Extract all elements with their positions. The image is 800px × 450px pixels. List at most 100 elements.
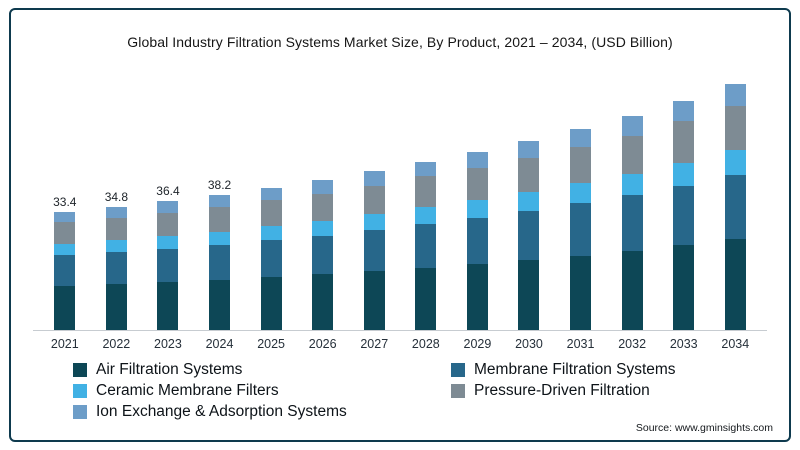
bar-segment-membrane-filtration-systems	[105, 252, 127, 285]
bar-segment-pressure-driven-filtration	[157, 212, 179, 236]
bar-stack-2033	[673, 100, 695, 330]
bar-segment-ion-exchange-adsorption-systems	[54, 211, 76, 223]
bar-segment-ceramic-membrane-filters	[363, 214, 385, 231]
bar-segment-pressure-driven-filtration	[724, 105, 746, 151]
bar-segment-ceramic-membrane-filters	[260, 225, 282, 241]
bar-2023: 36.4	[142, 66, 194, 330]
x-tick-2030: 2030	[515, 337, 543, 351]
bar-segment-ion-exchange-adsorption-systems	[105, 206, 127, 218]
bar-segment-membrane-filtration-systems	[209, 245, 231, 281]
legend: Air Filtration Systems Membrane Filtratio…	[73, 361, 763, 421]
bar-segment-ceramic-membrane-filters	[157, 235, 179, 249]
bar-segment-pressure-driven-filtration	[260, 200, 282, 226]
bar-2027	[348, 66, 400, 330]
bar-segment-ceramic-membrane-filters	[415, 206, 437, 224]
bar-segment-ion-exchange-adsorption-systems	[621, 116, 643, 136]
bar-segment-ceramic-membrane-filters	[312, 220, 334, 236]
chart-card: Global Industry Filtration Systems Marke…	[9, 8, 791, 442]
bar-segment-ceramic-membrane-filters	[105, 240, 127, 253]
x-tick-2033: 2033	[669, 337, 698, 351]
x-tick-2034: 2034	[721, 337, 750, 351]
bar-total-label-2021: 33.4	[53, 194, 77, 209]
legend-item-pressure-driven-filtration: Pressure-Driven Filtration	[451, 382, 763, 400]
bar-segment-air-filtration-systems	[54, 286, 76, 330]
bar-segment-air-filtration-systems	[415, 267, 437, 330]
x-tick-2031: 2031	[566, 337, 595, 351]
bar-segment-membrane-filtration-systems	[673, 185, 695, 245]
bar-segment-air-filtration-systems	[673, 245, 695, 330]
bar-segment-pressure-driven-filtration	[673, 121, 695, 163]
bar-segment-membrane-filtration-systems	[312, 235, 334, 275]
bar-segment-ceramic-membrane-filters	[621, 174, 643, 196]
bar-segment-membrane-filtration-systems	[621, 195, 643, 251]
bar-segment-pressure-driven-filtration	[621, 135, 643, 175]
bar-segment-air-filtration-systems	[518, 259, 540, 330]
legend-item-ion-exchange-adsorption-systems: Ion Exchange & Adsorption Systems	[73, 403, 451, 421]
legend-label-membrane-filtration-systems: Membrane Filtration Systems	[474, 361, 676, 378]
bar-segment-air-filtration-systems	[105, 284, 127, 330]
legend-swatch-ceramic-membrane-filters	[73, 384, 87, 398]
bar-segment-pressure-driven-filtration	[466, 167, 488, 201]
x-tick-2024: 2024	[205, 337, 234, 351]
bar-segment-ceramic-membrane-filters	[570, 183, 592, 204]
x-tick-2025: 2025	[257, 337, 285, 351]
x-tick-2029: 2029	[463, 337, 492, 351]
bar-segment-ion-exchange-adsorption-systems	[673, 100, 695, 122]
bar-total-label-2023: 36.4	[156, 184, 180, 199]
x-axis-line	[33, 330, 767, 331]
bar-segment-pressure-driven-filtration	[105, 217, 127, 241]
legend-item-membrane-filtration-systems: Membrane Filtration Systems	[451, 361, 763, 379]
bar-segment-membrane-filtration-systems	[415, 223, 437, 268]
bar-2032	[606, 66, 658, 330]
bar-segment-membrane-filtration-systems	[724, 174, 746, 239]
bar-segment-pressure-driven-filtration	[54, 222, 76, 244]
bar-segment-air-filtration-systems	[466, 264, 488, 330]
bar-segment-membrane-filtration-systems	[260, 240, 282, 278]
bar-segment-ceramic-membrane-filters	[209, 231, 231, 246]
bar-2025	[245, 66, 297, 330]
legend-item-ceramic-membrane-filters: Ceramic Membrane Filters	[73, 382, 451, 400]
legend-label-ion-exchange-adsorption-systems: Ion Exchange & Adsorption Systems	[96, 403, 347, 420]
bar-segment-pressure-driven-filtration	[209, 207, 231, 232]
bar-total-label-2024: 38.2	[207, 177, 232, 192]
bar-segment-ion-exchange-adsorption-systems	[363, 171, 385, 186]
bar-stack-2026	[312, 179, 334, 330]
bar-stack-2024	[209, 194, 231, 330]
bar-segment-air-filtration-systems	[157, 282, 179, 330]
bar-2028	[400, 66, 452, 330]
x-axis-labels: 2021 2022 2023 2024 2025 2026 2027 2028 2029 2030…	[39, 337, 761, 351]
bar-segment-ion-exchange-adsorption-systems	[157, 201, 179, 213]
bar-2029	[452, 66, 504, 330]
legend-swatch-pressure-driven-filtration	[451, 384, 465, 398]
bar-segment-ion-exchange-adsorption-systems	[570, 128, 592, 147]
bar-segment-ceramic-membrane-filters	[673, 162, 695, 186]
bar-segment-air-filtration-systems	[724, 239, 746, 330]
bar-segment-air-filtration-systems	[363, 271, 385, 330]
bar-segment-air-filtration-systems	[209, 280, 231, 330]
bar-segment-pressure-driven-filtration	[518, 157, 540, 192]
bar-stack-2022	[105, 206, 127, 330]
legend-label-ceramic-membrane-filters: Ceramic Membrane Filters	[96, 382, 279, 399]
x-tick-2028: 2028	[411, 337, 440, 351]
x-tick-2022: 2022	[102, 337, 131, 351]
bar-segment-ion-exchange-adsorption-systems	[724, 83, 746, 106]
bar-segment-ion-exchange-adsorption-systems	[466, 151, 488, 168]
bar-segment-pressure-driven-filtration	[312, 193, 334, 221]
bar-2022: 34.8	[91, 66, 143, 330]
bar-2026	[297, 66, 349, 330]
bar-segment-membrane-filtration-systems	[466, 217, 488, 265]
bar-2021: 33.4	[39, 66, 91, 330]
x-tick-2023: 2023	[154, 337, 182, 351]
x-tick-2021: 2021	[50, 337, 79, 351]
bar-segment-membrane-filtration-systems	[157, 248, 179, 283]
legend-swatch-membrane-filtration-systems	[451, 363, 465, 377]
bar-segment-air-filtration-systems	[312, 274, 334, 330]
bar-segment-ion-exchange-adsorption-systems	[415, 161, 437, 177]
bar-stack-2030	[518, 140, 540, 330]
bar-stack-2023	[157, 201, 179, 330]
bar-segment-membrane-filtration-systems	[363, 230, 385, 272]
bar-stack-2021	[54, 211, 76, 330]
bar-stack-2027	[363, 171, 385, 330]
legend-swatch-ion-exchange-adsorption-systems	[73, 405, 87, 419]
bar-stack-2032	[621, 116, 643, 330]
